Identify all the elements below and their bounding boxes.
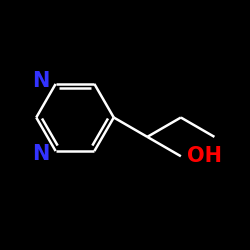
- Text: N: N: [32, 72, 50, 92]
- Text: OH: OH: [187, 146, 222, 166]
- Text: N: N: [32, 144, 49, 164]
